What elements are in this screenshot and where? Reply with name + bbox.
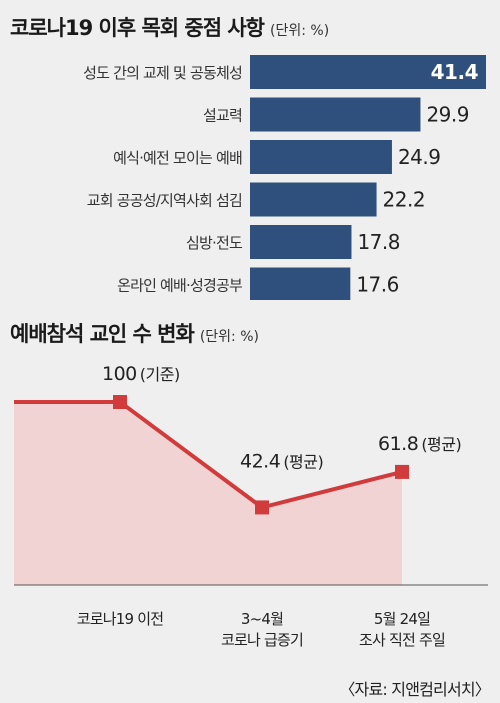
series-line (14, 400, 403, 510)
bar (250, 225, 352, 259)
area-chart-title: 예배참석 교인 수 변화 (단위: %) (10, 318, 259, 348)
bar-category-label: 온라인 예배·성경공부 (117, 277, 243, 295)
data-point-value: 100 (102, 363, 137, 385)
bar-category-label: 설교력 (203, 107, 242, 125)
bar (250, 55, 486, 89)
bar (250, 182, 377, 217)
bar-value-label: 41.4 (431, 60, 478, 84)
data-point-note: (기준) (140, 365, 180, 384)
data-point-marker (255, 500, 269, 515)
bar-value-label: 22.2 (383, 188, 426, 212)
bar-category-label: 예식·예전 모이는 예배 (113, 149, 242, 167)
bar-value-label: 29.9 (426, 103, 469, 127)
area-chart-title-text: 예배참석 교인 수 변화 (10, 322, 195, 346)
x-tick-label-line: 코로나 급증기 (221, 631, 303, 649)
x-tick-label-line: 코로나19 이전 (77, 610, 163, 628)
bar-category-label: 교회 공공성/지역사회 섬김 (87, 192, 242, 210)
bar (250, 97, 421, 132)
data-point-label: 100 (기준) (102, 363, 180, 385)
data-point-label: 42.4 (평균) (240, 450, 323, 472)
x-tick-label-line: 3~4월 (241, 610, 283, 628)
bar-chart-unit: (단위: %) (270, 23, 330, 39)
bar (250, 267, 351, 300)
bar (250, 140, 392, 174)
bar-chart-title-text: 코로나19 이후 목회 중점 사항 (10, 16, 265, 40)
bar-value-label: 17.6 (356, 273, 399, 297)
bar-value-label: 24.9 (398, 145, 441, 169)
data-point-value: 42.4 (240, 450, 281, 472)
area-chart-unit: (단위: %) (199, 329, 259, 345)
data-point-marker (395, 464, 409, 479)
bar-chart: 성도 간의 교제 및 공동체성 41.4 설교력 29.9 예식·예전 모이는 예배 24… (83, 55, 486, 300)
data-point-value: 61.8 (378, 433, 418, 455)
bar-category-label: 심방·전도 (186, 234, 243, 252)
x-tick-label-line: 5월 24일 (374, 610, 430, 628)
x-tick-label-line: 조사 직전 주일 (359, 631, 445, 649)
x-tick-label: 코로나19 이전 (77, 610, 163, 628)
source-note: 〈자료: 지앤컴리서치〉 (339, 680, 490, 699)
data-point-note: (평균) (283, 452, 323, 471)
data-point-note: (평균) (421, 435, 461, 454)
bar-chart-title: 코로나19 이후 목회 중점 사항 (단위: %) (10, 12, 329, 42)
data-point-label: 61.8 (평균) (378, 433, 461, 455)
bar-category-label: 성도 간의 교제 및 공동체성 (83, 64, 242, 82)
bar-value-label: 17.8 (357, 230, 400, 254)
data-point-marker (113, 395, 127, 409)
area-fill (14, 402, 402, 585)
